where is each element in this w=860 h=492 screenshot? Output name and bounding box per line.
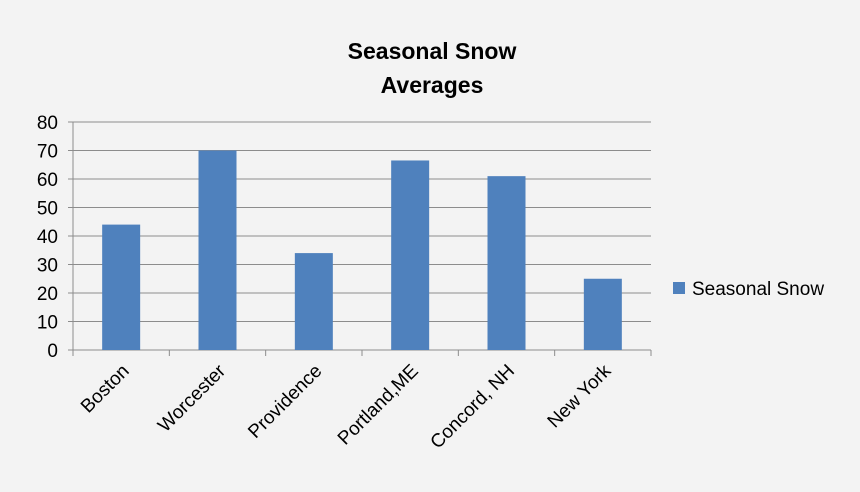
y-tick-label: 30 bbox=[37, 256, 58, 277]
y-tick-label: 0 bbox=[47, 341, 58, 362]
bars bbox=[102, 150, 622, 350]
legend-swatch bbox=[673, 282, 685, 294]
x-tick-label: Portland,ME bbox=[334, 361, 423, 450]
x-tick-label: Providence bbox=[244, 361, 326, 443]
chart-title-line-1: Seasonal Snow bbox=[348, 38, 517, 64]
legend-label: Seasonal Snow bbox=[692, 279, 824, 300]
x-tick-label: Boston bbox=[77, 361, 134, 418]
y-tick-label: 60 bbox=[37, 170, 58, 191]
y-tick-label: 40 bbox=[37, 227, 58, 248]
bar-boston bbox=[102, 224, 141, 350]
x-tick-label: New York bbox=[544, 360, 616, 432]
axes bbox=[68, 121, 652, 356]
y-tick-labels: 0 10 20 30 40 50 60 70 80 bbox=[37, 113, 58, 362]
bar-concord-nh bbox=[487, 176, 526, 350]
y-tick-label: 20 bbox=[37, 284, 58, 305]
y-tick-label: 80 bbox=[37, 113, 58, 134]
gridlines bbox=[73, 121, 651, 322]
y-tick-label: 10 bbox=[37, 313, 58, 334]
bar-worcester bbox=[198, 150, 237, 350]
x-tick-label: Concord, NH bbox=[427, 361, 520, 454]
x-tick-label: Worcester bbox=[154, 360, 230, 436]
y-tick-label: 50 bbox=[37, 199, 58, 220]
bar-providence bbox=[294, 253, 333, 350]
bar-new-york bbox=[583, 278, 622, 350]
chart-title-line-2: Averages bbox=[381, 72, 484, 98]
legend: Seasonal Snow bbox=[673, 279, 824, 300]
y-tick-label: 70 bbox=[37, 142, 58, 163]
bar-portland-me bbox=[391, 160, 430, 350]
x-tick-labels: Boston Worcester Providence Portland,ME Conc… bbox=[77, 360, 616, 453]
